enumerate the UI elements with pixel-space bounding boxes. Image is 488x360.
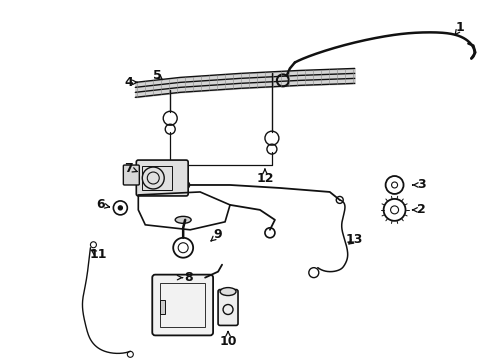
Ellipse shape [175,216,191,223]
Text: 5: 5 [153,69,162,82]
Text: 12: 12 [256,171,273,185]
Text: 9: 9 [213,228,222,241]
Circle shape [118,206,122,210]
FancyBboxPatch shape [136,160,188,196]
Text: 11: 11 [89,248,107,261]
Text: 3: 3 [416,179,425,192]
Ellipse shape [220,288,236,296]
FancyBboxPatch shape [123,165,139,185]
FancyBboxPatch shape [218,289,238,325]
Polygon shape [160,300,165,315]
Text: 8: 8 [183,271,192,284]
Text: 2: 2 [416,203,425,216]
Text: 6: 6 [96,198,104,211]
Bar [142,166,172,190]
FancyBboxPatch shape [152,275,213,336]
Text: 7: 7 [123,162,132,175]
Text: 1: 1 [455,21,464,34]
Text: 4: 4 [123,76,132,89]
Text: 13: 13 [346,233,363,246]
Text: 10: 10 [219,335,236,348]
